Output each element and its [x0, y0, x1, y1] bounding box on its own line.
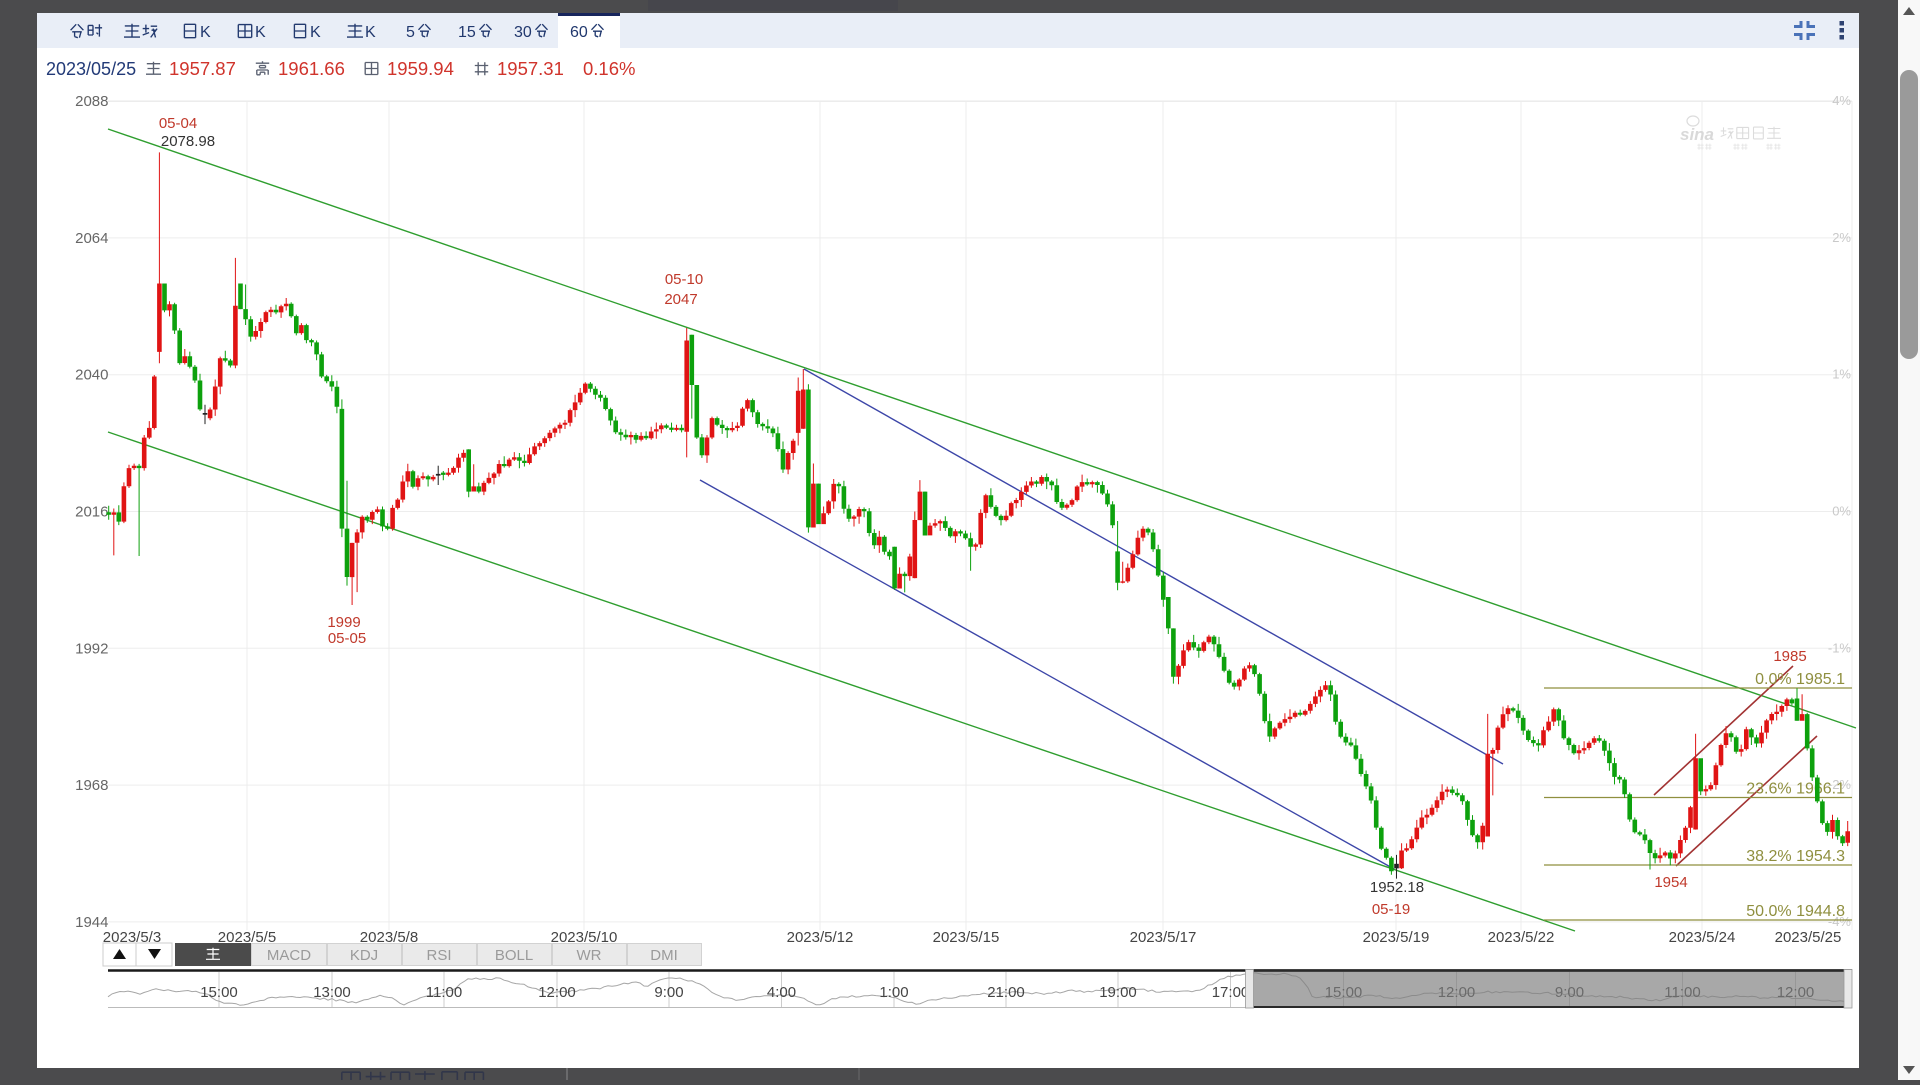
svg-text:2023/5/5: 2023/5/5 [218, 929, 276, 946]
svg-text:1961.66: 1961.66 [278, 58, 345, 79]
svg-text:38.2% 1954.3: 38.2% 1954.3 [1746, 848, 1845, 865]
svg-text:BOLL: BOLL [495, 947, 533, 964]
svg-text:19:00: 19:00 [1099, 984, 1137, 1001]
svg-text:2%: 2% [1832, 230, 1851, 245]
svg-text:K: K [365, 24, 376, 41]
svg-text:K: K [255, 24, 266, 41]
svg-text:2047: 2047 [664, 291, 697, 308]
svg-text:15: 15 [458, 24, 476, 41]
svg-text:1959.94: 1959.94 [387, 58, 454, 79]
svg-text:1992: 1992 [75, 640, 108, 657]
svg-text:1968: 1968 [75, 777, 108, 794]
svg-text:11:00: 11:00 [426, 984, 462, 1001]
svg-text:2088: 2088 [75, 93, 108, 110]
svg-text:2023/5/17: 2023/5/17 [1130, 929, 1197, 946]
svg-text:2023/5/15: 2023/5/15 [933, 929, 1000, 946]
svg-text:12:00: 12:00 [538, 984, 576, 1001]
svg-text:WR: WR [577, 947, 602, 964]
svg-text:1999: 1999 [327, 614, 360, 631]
svg-text:1957.31: 1957.31 [497, 58, 564, 79]
svg-text:21:00: 21:00 [987, 984, 1025, 1001]
svg-text:KDJ: KDJ [350, 947, 378, 964]
svg-text:2023/5/22: 2023/5/22 [1488, 929, 1555, 946]
svg-text:17:00: 17:00 [1212, 984, 1250, 1001]
svg-text:2078.98: 2078.98 [161, 133, 215, 150]
svg-text:1:00: 1:00 [879, 984, 908, 1001]
svg-text:30: 30 [514, 24, 532, 41]
svg-text:2023/5/3: 2023/5/3 [103, 929, 161, 946]
svg-text:0.16%: 0.16% [583, 58, 635, 79]
svg-text:5: 5 [406, 24, 415, 41]
svg-text:9:00: 9:00 [654, 984, 683, 1001]
svg-text:05-04: 05-04 [159, 115, 197, 132]
svg-text:MACD: MACD [267, 947, 311, 964]
svg-text:2023/5/12: 2023/5/12 [787, 929, 854, 946]
svg-text:2023/5/24: 2023/5/24 [1669, 929, 1736, 946]
svg-text:13:00: 13:00 [313, 984, 351, 1001]
svg-text:2023/5/10: 2023/5/10 [551, 929, 618, 946]
svg-text:1957.87: 1957.87 [169, 58, 236, 79]
svg-text:05-19: 05-19 [1372, 901, 1410, 918]
svg-text:-2%: -2% [1828, 777, 1852, 792]
svg-text:23.6% 1966.1: 23.6% 1966.1 [1746, 781, 1845, 798]
svg-text:2040: 2040 [75, 367, 108, 384]
svg-text:1%: 1% [1832, 367, 1851, 382]
svg-text:50.0% 1944.8: 50.0% 1944.8 [1746, 903, 1845, 920]
svg-text:2023/5/8: 2023/5/8 [360, 929, 418, 946]
svg-text:1985: 1985 [1773, 648, 1806, 665]
svg-text:2023/5/19: 2023/5/19 [1363, 929, 1430, 946]
svg-text:1944: 1944 [75, 914, 108, 931]
svg-text:60: 60 [570, 24, 588, 41]
svg-text:4:00: 4:00 [767, 984, 796, 1001]
svg-text:DMI: DMI [650, 947, 678, 964]
svg-text:1954: 1954 [1654, 874, 1687, 891]
svg-text:RSI: RSI [426, 947, 451, 964]
svg-text:4%: 4% [1832, 93, 1851, 108]
svg-text:1952.18: 1952.18 [1370, 879, 1424, 896]
svg-text:2016: 2016 [75, 504, 108, 521]
svg-text:2064: 2064 [75, 230, 108, 247]
svg-text:0.0% 1985.1: 0.0% 1985.1 [1755, 671, 1845, 688]
svg-text:K: K [200, 24, 211, 41]
svg-text:sina: sina [1680, 125, 1714, 144]
svg-text:05-10: 05-10 [665, 271, 703, 288]
svg-text:-4%: -4% [1828, 914, 1852, 929]
svg-text:2023/05/25: 2023/05/25 [46, 59, 136, 79]
svg-text:15:00: 15:00 [200, 984, 238, 1001]
svg-text:05-05: 05-05 [328, 630, 366, 647]
svg-text:2023/5/25: 2023/5/25 [1775, 929, 1842, 946]
svg-text:0%: 0% [1832, 504, 1851, 519]
svg-text:K: K [310, 24, 321, 41]
svg-text:-1%: -1% [1828, 640, 1852, 655]
